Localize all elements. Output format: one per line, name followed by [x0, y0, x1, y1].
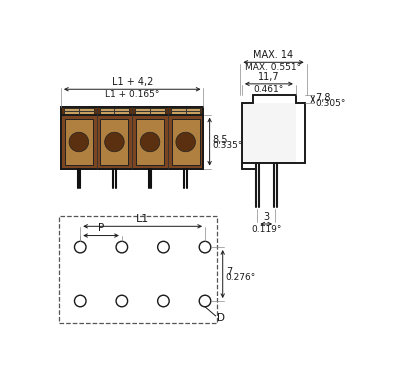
Bar — [61, 107, 204, 115]
Circle shape — [176, 132, 196, 152]
Text: MAX. 0.551°: MAX. 0.551° — [246, 63, 302, 72]
Text: L1 + 0.165°: L1 + 0.165° — [105, 90, 160, 99]
Bar — [171, 108, 200, 114]
Circle shape — [69, 132, 88, 152]
Bar — [135, 108, 165, 114]
Bar — [59, 216, 216, 322]
Bar — [172, 119, 200, 165]
Text: 8,5: 8,5 — [213, 135, 228, 145]
Text: P: P — [98, 223, 104, 233]
Bar — [242, 103, 296, 163]
Circle shape — [105, 132, 124, 152]
Text: 7: 7 — [226, 267, 232, 277]
Text: 7,8: 7,8 — [315, 93, 331, 103]
Bar — [65, 119, 93, 165]
Bar — [64, 108, 94, 114]
Text: 3: 3 — [263, 212, 269, 222]
Text: MAX. 14: MAX. 14 — [254, 50, 294, 60]
Text: L1 + 4,2: L1 + 4,2 — [112, 77, 153, 87]
Text: 0.335°: 0.335° — [213, 141, 243, 150]
Circle shape — [140, 132, 160, 152]
Text: 0.276°: 0.276° — [226, 273, 256, 282]
Text: D: D — [217, 313, 225, 322]
Text: 0.461°: 0.461° — [254, 85, 284, 94]
Text: L1: L1 — [136, 214, 149, 224]
Bar — [136, 119, 164, 165]
Text: 0.119°: 0.119° — [251, 225, 282, 234]
Text: 0.305°: 0.305° — [315, 99, 346, 108]
Bar — [100, 108, 129, 114]
Bar — [100, 119, 128, 165]
Bar — [61, 115, 204, 169]
Text: 11,7: 11,7 — [258, 71, 280, 82]
